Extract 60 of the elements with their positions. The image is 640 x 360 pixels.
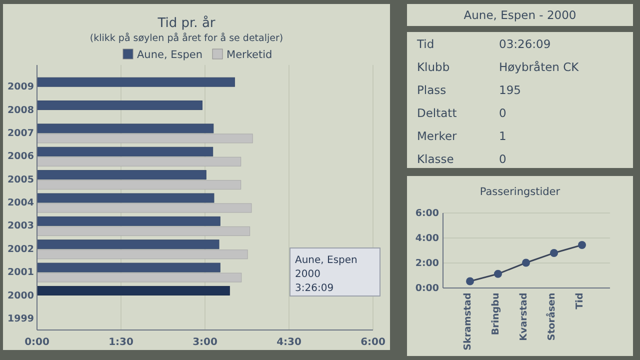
x-tick-label: Skramstad <box>462 292 474 350</box>
bar <box>36 146 214 156</box>
point <box>578 241 586 249</box>
text: Klasse <box>417 152 454 166</box>
bar <box>36 240 220 250</box>
annotation: Aune, Espen 2000 3:26:09 <box>295 255 358 294</box>
text: Merker <box>417 129 458 143</box>
legend-label: Aune, Espen <box>137 49 203 61</box>
y-tick-label: 0:00 <box>415 283 440 294</box>
point <box>550 249 558 257</box>
bar <box>36 193 214 203</box>
bar <box>36 170 206 180</box>
x-tick-label: Kvarstad <box>518 292 530 341</box>
x-tick-label: 1:30 <box>108 337 134 348</box>
y-tick-label: 2003 <box>8 220 34 232</box>
y-tick-label: 2004 <box>8 198 34 209</box>
chart-title: Passeringstider <box>480 186 561 198</box>
y-tick-label: 2000 <box>8 290 34 302</box>
y-tick-label: 2:00 <box>415 258 440 270</box>
chart-subtitle: (klikk på søylen på året for å se detaljer) <box>90 32 284 44</box>
text: 1 <box>499 129 506 143</box>
x-tick-label: Storåsen <box>546 292 558 341</box>
bar <box>36 124 214 134</box>
y-tick-label: 4:00 <box>415 233 440 244</box>
x-tick-label: 6:00 <box>360 337 386 348</box>
text: Aune, Espen - 2000 <box>464 8 576 22</box>
point <box>466 277 474 286</box>
text: 0 <box>499 152 506 166</box>
bar <box>36 77 235 87</box>
text: Høybråten CK <box>499 60 580 74</box>
text: 195 <box>499 83 521 97</box>
x-tick-label: Tid <box>574 292 586 310</box>
tooltip: Aune, Espen 2000 3:26:09 <box>290 248 380 296</box>
x-tick-label: 0:00 <box>24 337 50 348</box>
y-tick-label: 1999 <box>8 313 34 324</box>
text: Klubb <box>417 60 450 74</box>
chart-title: Tid pr. år <box>156 15 216 31</box>
y-tick-label: 2001 <box>8 267 34 278</box>
bar <box>36 286 230 296</box>
x-tick-label: Bringbu <box>490 292 502 336</box>
y-tick-label: 2007 <box>8 128 34 139</box>
text: Tid <box>416 37 434 51</box>
y-tick-label: 2008 <box>8 104 34 116</box>
text: 0 <box>499 106 506 120</box>
y-tick-label: 2005 <box>8 174 34 186</box>
text: 03:26:09 <box>499 37 551 51</box>
bar <box>36 262 220 272</box>
y-tick-label: 2002 <box>8 244 34 255</box>
bar <box>36 216 220 226</box>
legend-label: Merketid <box>226 49 272 61</box>
text: Plass <box>417 83 446 97</box>
text: Deltatt <box>417 106 458 120</box>
point <box>522 258 530 267</box>
x-tick-label: 3:00 <box>192 337 218 348</box>
y-tick-label: 6:00 <box>415 208 440 220</box>
y-tick-label: 2006 <box>8 151 34 162</box>
bar <box>36 100 202 110</box>
x-tick-label: 4:30 <box>276 337 302 348</box>
point <box>494 270 502 278</box>
y-tick-label: 2009 <box>8 82 34 93</box>
